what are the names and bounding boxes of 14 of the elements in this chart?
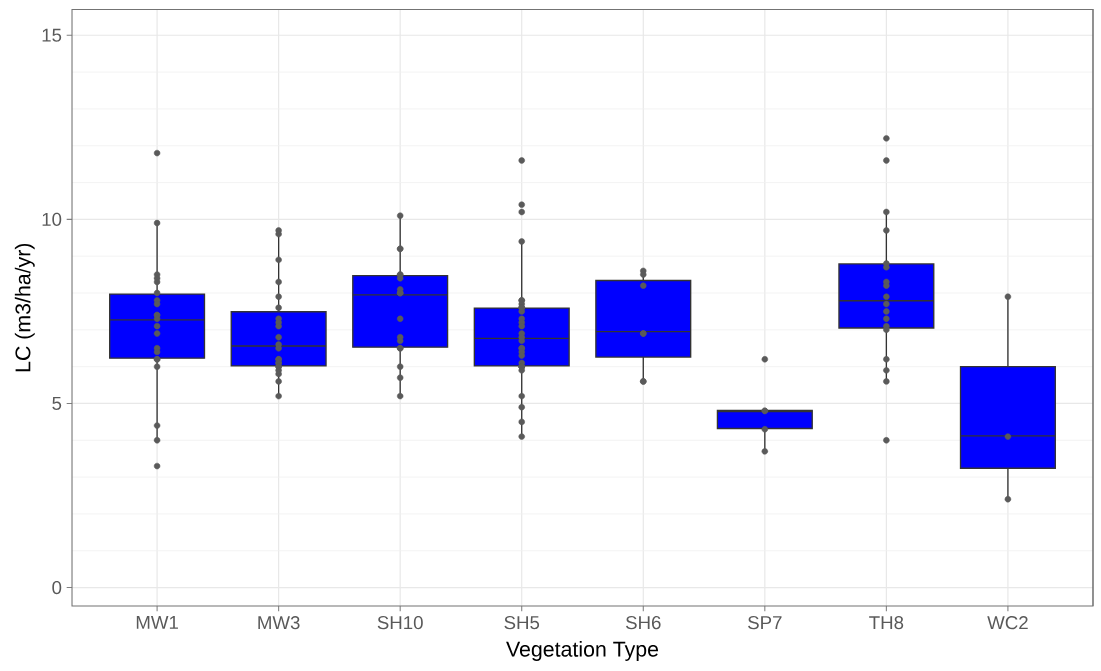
x-tick-label: SH5 bbox=[504, 616, 540, 630]
x-axis-title: Vegetation Type bbox=[506, 641, 659, 661]
x-tick-label: MW1 bbox=[136, 616, 178, 629]
y-tick-label: 5 bbox=[52, 396, 62, 410]
y-tick-label: 10 bbox=[42, 212, 62, 226]
x-tick-label: SH6 bbox=[625, 616, 661, 630]
x-tick-label: TH8 bbox=[869, 616, 904, 630]
y-axis-title: LC (m3/ha/yr) bbox=[14, 243, 35, 372]
x-tick-label: SP7 bbox=[748, 616, 782, 630]
y-tick-label: 0 bbox=[52, 580, 62, 595]
x-tick-label: MW3 bbox=[258, 616, 300, 630]
x-tick-label: WC2 bbox=[987, 616, 1028, 630]
y-tick-label: 15 bbox=[42, 28, 62, 42]
x-tick-label: SH10 bbox=[377, 616, 423, 630]
